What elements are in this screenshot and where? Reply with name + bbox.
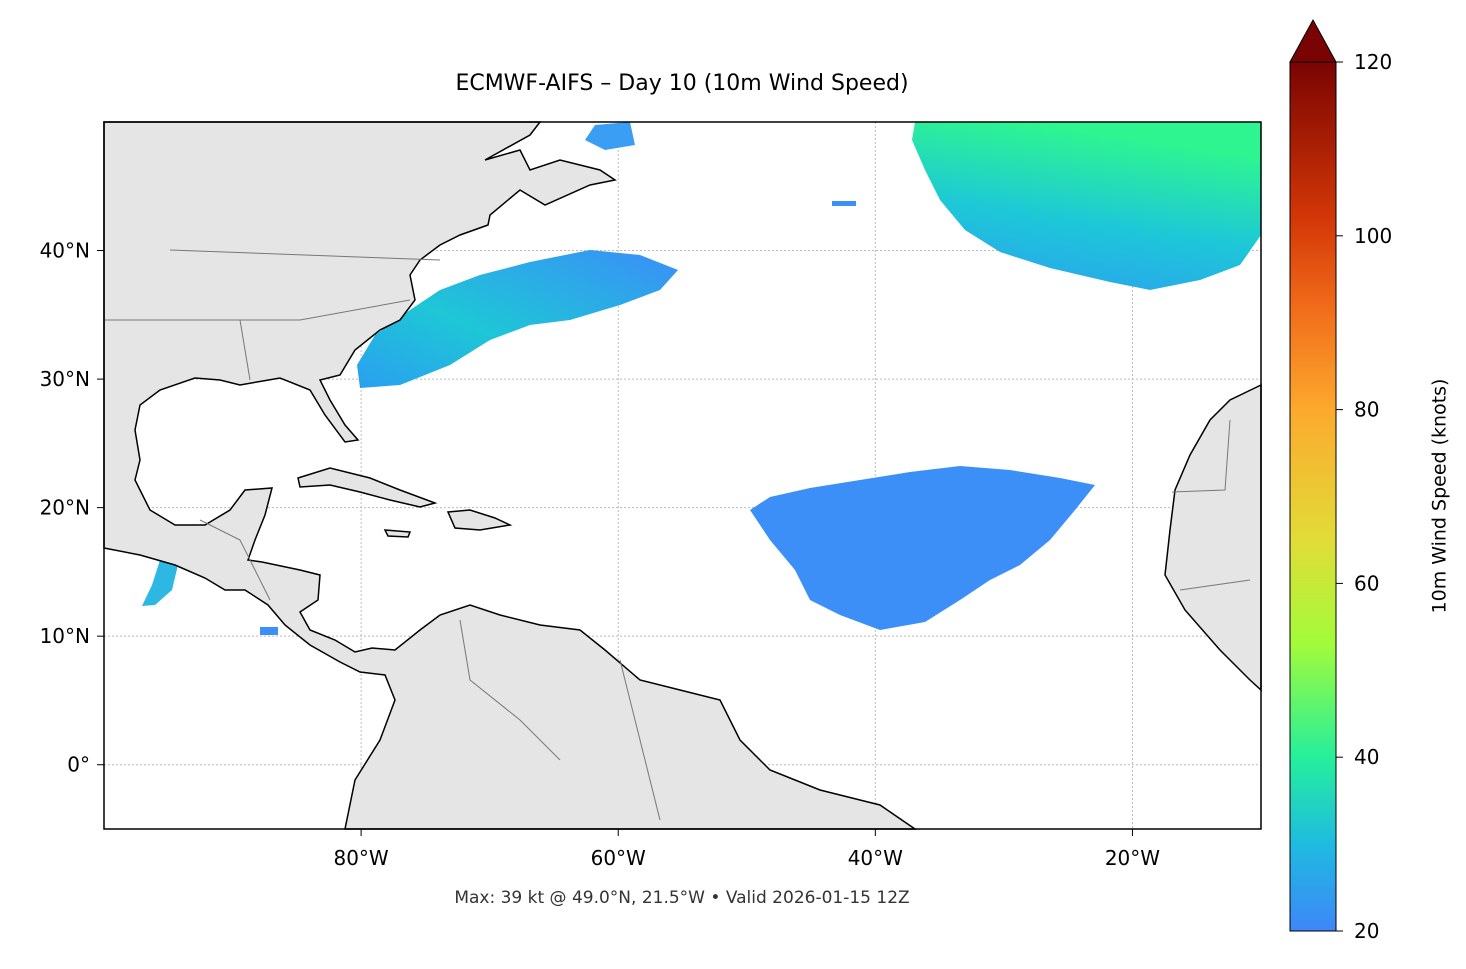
- colorbar-tick-label: 100: [1354, 224, 1392, 248]
- wind-field: [585, 122, 635, 150]
- wind-field: [832, 201, 856, 206]
- colorbar-tick-label: 20: [1354, 919, 1379, 943]
- land: [297, 467, 438, 508]
- x-tick-label: 80°W: [333, 846, 388, 870]
- y-tick-label: 40°N: [40, 239, 90, 263]
- land: [446, 509, 513, 531]
- y-tick-label: 30°N: [40, 367, 90, 391]
- colorbar-tick-label: 60: [1354, 571, 1379, 595]
- y-tick-label: 10°N: [40, 624, 90, 648]
- y-tick-label: 0°: [67, 753, 90, 777]
- y-tick-label: 20°N: [40, 496, 90, 520]
- wind-field: [142, 560, 178, 606]
- x-tick-label: 40°W: [848, 846, 903, 870]
- wind-field: [750, 466, 1095, 630]
- land: [103, 121, 918, 830]
- chart-title: ECMWF-AIFS – Day 10 (10m Wind Speed): [455, 71, 908, 96]
- border: [104, 249, 1251, 821]
- colorbar-label: 10m Wind Speed (knots): [1429, 379, 1451, 614]
- colorbar-tick-label: 120: [1354, 50, 1392, 74]
- colorbar-extend: [1289, 18, 1337, 63]
- wind-field: [912, 122, 1261, 290]
- land: [1164, 383, 1262, 692]
- footer: Max: 39 kt @ 49.0°N, 21.5°W • Valid 2026…: [454, 888, 909, 908]
- wind-field: [260, 627, 278, 635]
- x-tick-label: 60°W: [591, 846, 646, 870]
- x-tick-label: 20°W: [1105, 846, 1160, 870]
- colorbar: [1289, 61, 1337, 932]
- map-area: [103, 121, 1262, 830]
- colorbar-tick-label: 80: [1354, 398, 1379, 422]
- colorbar-tick-label: 40: [1354, 745, 1379, 769]
- land: [383, 529, 412, 538]
- map-frame: [103, 121, 1262, 830]
- wind-field: [357, 250, 678, 388]
